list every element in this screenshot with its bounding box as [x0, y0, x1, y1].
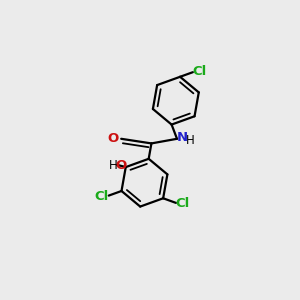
Text: H: H — [186, 134, 195, 147]
Text: Cl: Cl — [193, 65, 207, 78]
Text: H: H — [109, 159, 117, 172]
Text: Cl: Cl — [94, 190, 109, 203]
Text: O: O — [107, 132, 119, 145]
Text: N: N — [177, 131, 188, 144]
Text: Cl: Cl — [176, 197, 190, 210]
Text: O: O — [115, 159, 127, 172]
